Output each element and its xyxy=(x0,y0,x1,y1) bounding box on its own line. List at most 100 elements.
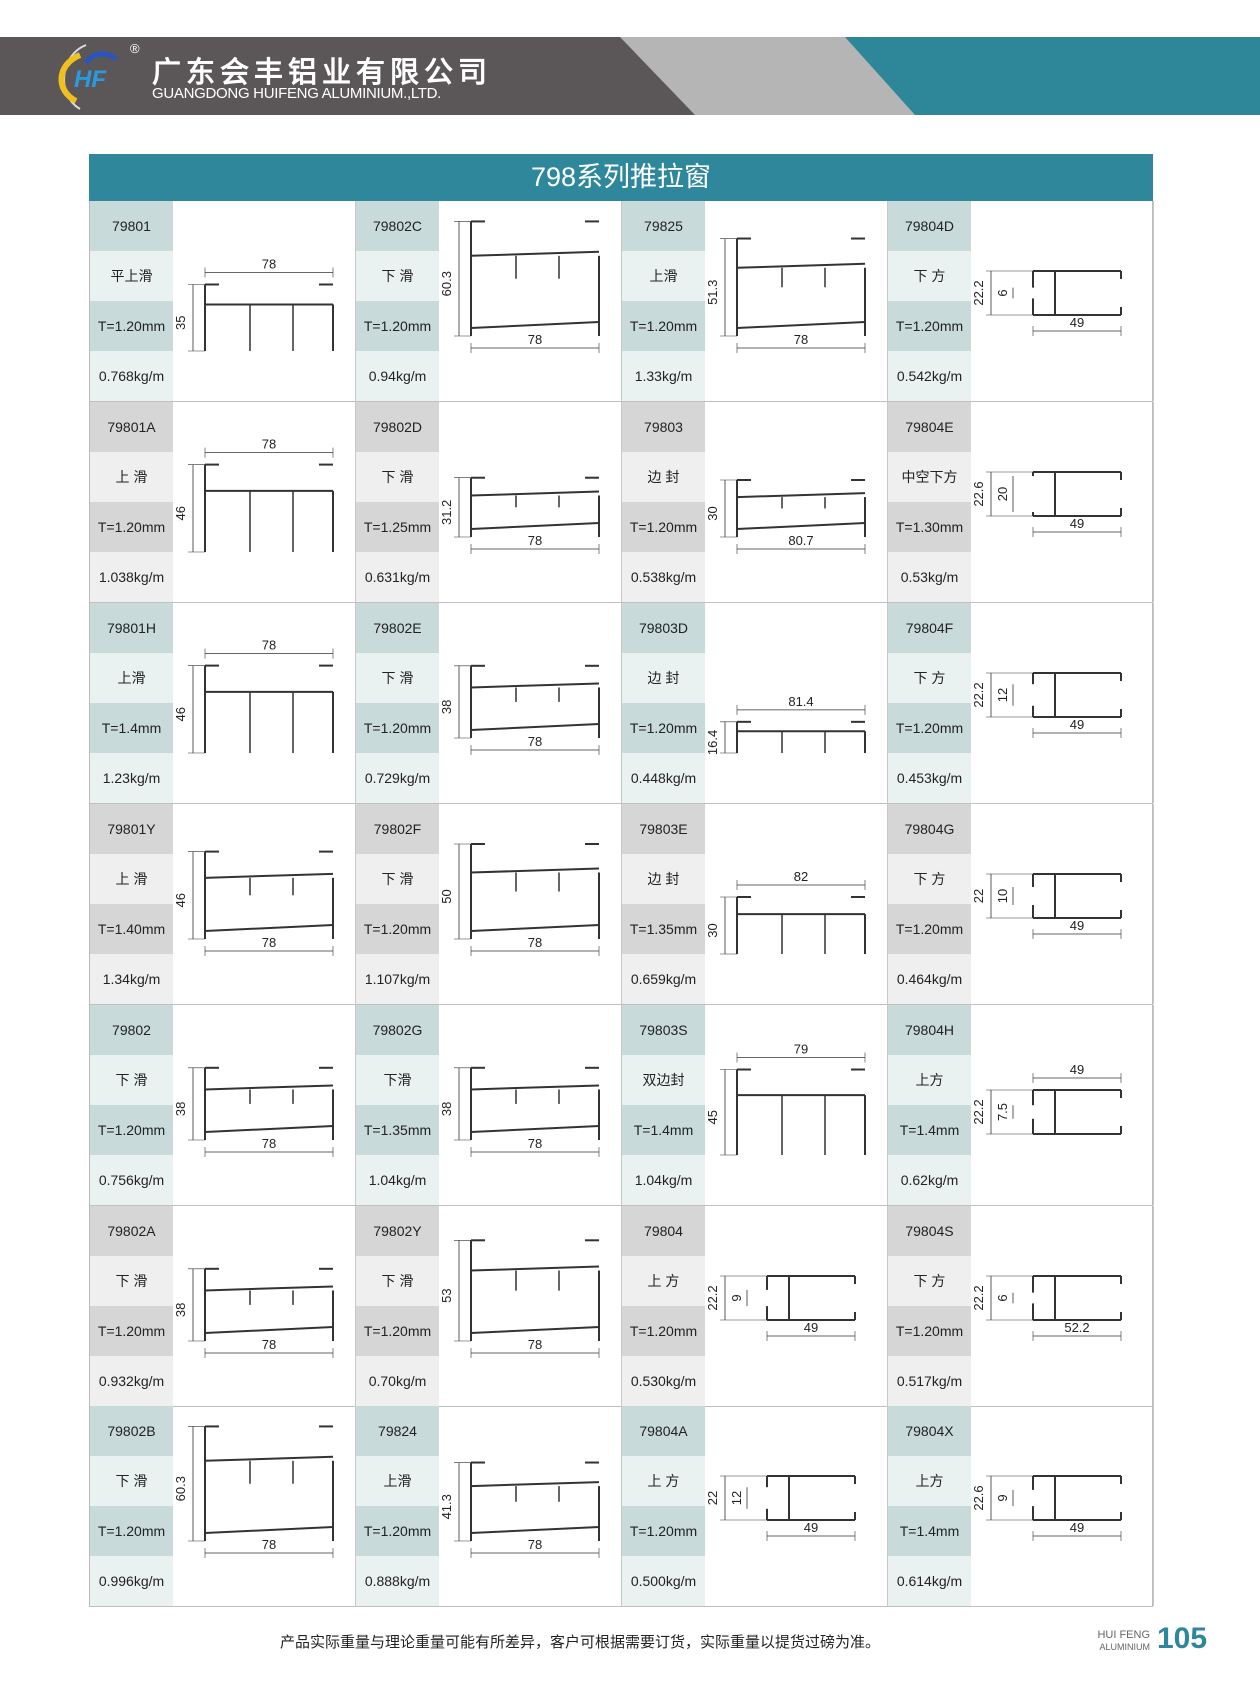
wall-thickness: T=1.20mm xyxy=(90,1305,173,1356)
dimension-label: 49 xyxy=(1070,1062,1084,1077)
page-header: HF ® 广东会丰铝业有限公司 GUANGDONG HUIFENG ALUMIN… xyxy=(0,37,1260,115)
profile-drawing: 22.2 6 52.2 xyxy=(971,1274,1122,1341)
dimension-label: 78 xyxy=(528,1337,542,1352)
dimension-label: 12 xyxy=(729,1491,744,1505)
product-code: 79802C xyxy=(356,201,439,251)
dimension-label: 22.2 xyxy=(971,682,986,707)
profile-line xyxy=(204,872,334,879)
product-name: 上 方 xyxy=(622,1255,705,1306)
wall-thickness: T=1.40mm xyxy=(90,903,173,954)
product-name: 上 方 xyxy=(622,1456,705,1507)
profile-line xyxy=(204,1124,334,1133)
dimension-label: 30 xyxy=(705,506,720,520)
wall-thickness: T=1.25mm xyxy=(356,501,439,552)
wall-thickness: T=1.20mm xyxy=(622,301,705,351)
product-code: 79825 xyxy=(622,201,705,251)
product-code: 79802D xyxy=(356,401,439,452)
product-cell: 79803E 边 封 T=1.35mm 0.659kg/m 30 82 xyxy=(622,803,888,1004)
product-code: 79804A xyxy=(622,1406,705,1457)
profile-drawing: 45 79 xyxy=(705,1041,866,1155)
product-cell: 79802Y 下 滑 T=1.20mm 0.70kg/m 53 78 xyxy=(356,1205,622,1406)
product-code: 79804 xyxy=(622,1205,705,1256)
profile-line xyxy=(204,1456,334,1463)
product-cell: 79802G 下滑 T=1.35mm 1.04kg/m 38 78 xyxy=(356,1004,622,1205)
dimension-label: 38 xyxy=(173,1101,188,1115)
product-cell: 79804 上 方 T=1.20mm 0.530kg/m 22.2 9 49 xyxy=(622,1205,888,1406)
footer-brand-sub: ALUMINIUM xyxy=(1099,1642,1150,1652)
product-code: 79802E xyxy=(356,602,439,653)
profile-line xyxy=(470,1084,600,1091)
product-code: 79802A xyxy=(90,1205,173,1256)
profile-drawing: 31.2 78 xyxy=(439,476,600,554)
product-code: 79804G xyxy=(888,803,971,854)
profile-line xyxy=(470,490,600,497)
product-cell: 79804H 上方 T=1.4mm 0.62kg/m 22.2 7.5 49 xyxy=(888,1004,1154,1205)
product-cell: 79802 下 滑 T=1.20mm 0.756kg/m 38 78 xyxy=(90,1004,356,1205)
dimension-label: 81.4 xyxy=(788,694,813,709)
profile-line xyxy=(736,262,866,269)
product-code: 79803D xyxy=(622,602,705,653)
product-name: 下 滑 xyxy=(356,451,439,502)
profile-drawing: 22.2 6 49 xyxy=(971,270,1122,336)
dimension-label: 78 xyxy=(262,1136,276,1151)
profile-line xyxy=(736,521,866,530)
profile-drawing: 16.4 81.4 xyxy=(705,694,866,755)
product-name: 下 滑 xyxy=(356,853,439,904)
table-row: 79802B 下 滑 T=1.20mm 0.996kg/m 60.3 78 79824 上滑 T… xyxy=(90,1406,1154,1608)
dimension-label: 30 xyxy=(705,923,720,937)
profile-line xyxy=(204,1526,334,1535)
unit-weight: 1.33kg/m xyxy=(622,351,705,401)
profile-line xyxy=(470,1124,600,1133)
product-name: 上方 xyxy=(888,1054,971,1105)
dimension-label: 49 xyxy=(1070,516,1084,531)
product-name: 下 方 xyxy=(888,1255,971,1306)
unit-weight: 0.996kg/m xyxy=(90,1556,173,1607)
dimension-label: 78 xyxy=(528,734,542,749)
wall-thickness: T=1.20mm xyxy=(888,301,971,351)
dimension-label: 12 xyxy=(995,688,1010,702)
profile-line xyxy=(470,1481,600,1488)
product-name: 双边封 xyxy=(622,1054,705,1105)
dimension-label: 53 xyxy=(439,1288,454,1302)
product-cell: 79802A 下 滑 T=1.20mm 0.932kg/m 38 78 xyxy=(90,1205,356,1406)
dimension-label: 60.3 xyxy=(173,1476,188,1501)
unit-weight: 0.464kg/m xyxy=(888,953,971,1004)
product-code: 79803S xyxy=(622,1004,705,1055)
profile-drawing: 38 78 xyxy=(439,664,600,755)
product-name: 上 滑 xyxy=(90,451,173,502)
profile-line xyxy=(204,1084,334,1091)
dimension-label: 79 xyxy=(794,1041,808,1056)
profile-drawing: 38 78 xyxy=(173,1066,334,1157)
table-row: 79802 下 滑 T=1.20mm 0.756kg/m 38 78 79802G 下滑 T=1… xyxy=(90,1004,1154,1206)
product-code: 79802F xyxy=(356,803,439,854)
unit-weight: 0.614kg/m xyxy=(888,1556,971,1607)
wall-thickness: T=1.30mm xyxy=(888,501,971,552)
dimension-label: 49 xyxy=(1070,315,1084,330)
wall-thickness: T=1.20mm xyxy=(90,501,173,552)
unit-weight: 1.04kg/m xyxy=(356,1154,439,1205)
wall-thickness: T=1.35mm xyxy=(622,903,705,954)
product-code: 79803 xyxy=(622,401,705,452)
profile-drawing: 35 78 xyxy=(173,257,334,352)
profile-drawing: 50 78 xyxy=(439,842,600,956)
page-number: 105 xyxy=(1157,1622,1208,1655)
dimension-label: 22.2 xyxy=(971,280,986,305)
dimension-label: 6 xyxy=(995,1294,1010,1301)
profile-line xyxy=(204,923,334,932)
product-cell: 79801 平上滑 T=1.20mm 0.768kg/m 35 78 xyxy=(90,201,356,401)
product-code: 79802 xyxy=(90,1004,173,1055)
product-code: 79801Y xyxy=(90,803,173,854)
wall-thickness: T=1.20mm xyxy=(90,301,173,351)
dimension-label: 16.4 xyxy=(705,730,720,755)
dimension-label: 60.3 xyxy=(439,271,454,296)
product-name: 中空下方 xyxy=(888,451,971,502)
profile-drawing: 60.3 78 xyxy=(173,1425,334,1559)
product-cell: 79802E 下 滑 T=1.20mm 0.729kg/m 38 78 xyxy=(356,602,622,803)
unit-weight: 0.500kg/m xyxy=(622,1556,705,1607)
profile-drawing: 22.2 7.5 49 xyxy=(971,1062,1122,1135)
profile-line xyxy=(470,722,600,731)
product-cell: 79802C 下 滑 T=1.20mm 0.94kg/m 60.3 78 xyxy=(356,201,622,401)
profile-drawing: 38 78 xyxy=(439,1066,600,1157)
product-name: 边 封 xyxy=(622,451,705,502)
